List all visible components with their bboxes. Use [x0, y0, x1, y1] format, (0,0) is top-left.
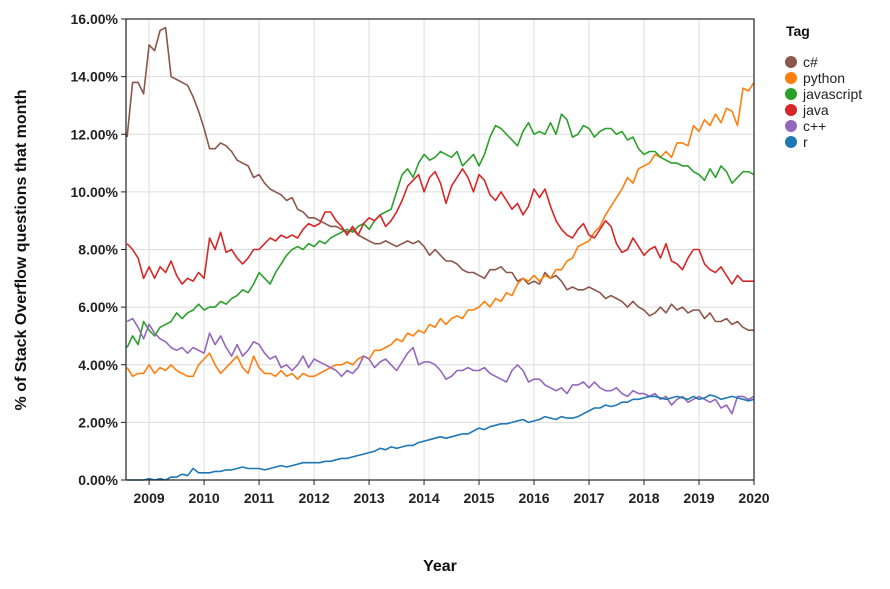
- y-tick-label: 2.00%: [78, 414, 118, 430]
- legend-swatch: [785, 56, 797, 68]
- y-tick-label: 8.00%: [78, 242, 118, 258]
- series-line-csharp: [126, 26, 754, 331]
- legend-swatch: [785, 120, 797, 132]
- series-line-java: [126, 168, 754, 285]
- series-line-r: [127, 394, 755, 481]
- x-tick-label: 2017: [573, 490, 604, 506]
- y-tick-label: 0.00%: [78, 472, 118, 488]
- x-tick-label: 2013: [353, 490, 384, 506]
- legend-label: c++: [803, 118, 826, 134]
- y-tick-label: 14.00%: [71, 69, 119, 85]
- x-tick-label: 2016: [518, 490, 549, 506]
- legend-label: java: [802, 102, 829, 118]
- legend-swatch: [785, 136, 797, 148]
- x-axis: 2009 2010 2011 2012 2013 2014 2015 2016 2017 2018…: [134, 480, 770, 506]
- x-tick-label: 2014: [408, 490, 439, 506]
- y-tick-label: 10.00%: [71, 184, 119, 200]
- legend-swatch: [785, 72, 797, 84]
- x-tick-label: 2019: [683, 490, 714, 506]
- legend-label: javascript: [802, 86, 862, 102]
- series-line-javascript: [126, 113, 755, 348]
- series-line-cpp: [126, 317, 755, 415]
- grid: [126, 18, 755, 481]
- y-tick-label: 12.00%: [71, 126, 119, 142]
- y-tick-label: 16.00%: [71, 11, 119, 27]
- x-axis-title: Year: [423, 558, 457, 575]
- y-axis-title: % of Stack Overflow questions that month: [13, 90, 30, 411]
- legend-label: r: [803, 134, 808, 150]
- series-lines: [126, 26, 755, 481]
- x-tick-label: 2009: [134, 490, 165, 506]
- series-line-python: [126, 81, 755, 380]
- x-tick-label: 2011: [244, 490, 275, 506]
- legend-swatch: [785, 88, 797, 100]
- x-tick-label: 2018: [628, 490, 659, 506]
- x-tick-label: 2020: [738, 490, 769, 506]
- y-axis: 0.00% 2.00% 4.00% 6.00% 8.00% 10.00% 12.00% 14.…: [71, 11, 126, 488]
- legend-swatch: [785, 104, 797, 116]
- y-tick-label: 6.00%: [78, 299, 118, 315]
- x-tick-label: 2012: [298, 490, 329, 506]
- legend-label: python: [803, 70, 845, 86]
- legend-title: Tag: [786, 23, 810, 39]
- legend-label: c#: [803, 54, 818, 70]
- x-tick-label: 2015: [463, 490, 494, 506]
- x-tick-label: 2010: [189, 490, 220, 506]
- y-tick-label: 4.00%: [78, 357, 118, 373]
